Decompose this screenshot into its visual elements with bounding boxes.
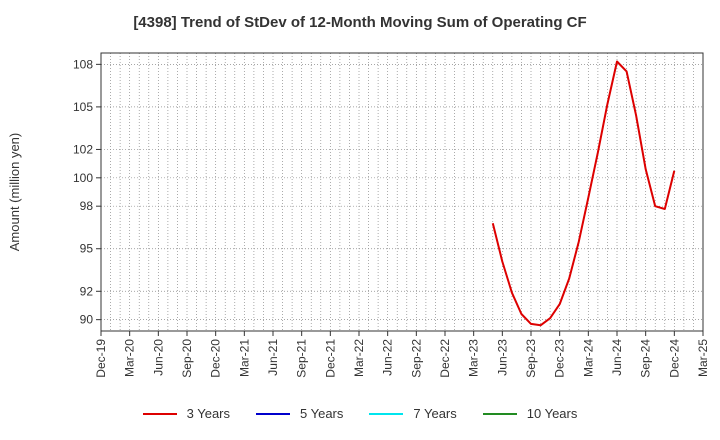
x-tick-label: Dec-20 — [209, 339, 223, 378]
legend-label: 7 Years — [413, 406, 457, 421]
legend-label: 3 Years — [186, 406, 230, 421]
x-tick-label: Dec-24 — [667, 339, 681, 378]
x-tick-label: Sep-21 — [295, 339, 309, 378]
legend-swatch — [369, 412, 404, 415]
x-tick-label: Jun-23 — [495, 339, 509, 376]
y-tick-label: 108 — [73, 57, 93, 71]
series-line-3-years — [491, 60, 676, 327]
x-tick-label: Mar-20 — [123, 339, 137, 377]
y-tick-label: 105 — [73, 100, 93, 114]
plot-frame — [100, 52, 704, 332]
x-tick-label: Jun-21 — [266, 339, 280, 376]
y-axis-ticks: 90 92 95 98 100 102 105 108 — [73, 57, 101, 327]
legend-item-10-years[interactable]: 10 Years — [482, 406, 578, 421]
legend-item-5-years[interactable]: 5 Years — [256, 406, 343, 421]
y-tick-label: 95 — [80, 242, 94, 256]
y-tick-label: 90 — [80, 313, 94, 327]
legend-item-7-years[interactable]: 7 Years — [369, 406, 457, 421]
y-tick-label: 92 — [80, 284, 94, 298]
x-tick-label: Mar-23 — [467, 339, 481, 377]
legend-swatch — [142, 412, 177, 415]
series-layer — [491, 60, 676, 327]
x-tick-label: Jun-20 — [151, 339, 165, 376]
x-tick-label: Mar-22 — [352, 339, 366, 377]
x-tick-label: Dec-21 — [323, 339, 337, 378]
y-tick-label: 102 — [73, 142, 93, 156]
x-tick-label: Dec-22 — [438, 339, 452, 378]
x-tick-label: Jun-24 — [610, 339, 624, 376]
y-tick-label: 98 — [80, 199, 94, 213]
legend-swatch — [482, 412, 517, 415]
legend-swatch — [256, 412, 290, 415]
legend-label: 5 Years — [300, 406, 344, 421]
legend-item-3-years[interactable]: 3 Years — [142, 406, 230, 421]
x-tick-label: Mar-21 — [237, 339, 251, 377]
x-tick-label: Sep-23 — [524, 339, 538, 378]
x-axis-ticks: Dec-19 Mar-20 Jun-20 Sep-20 Dec-20 Mar-21 Jun-… — [94, 331, 710, 378]
chart-title: [4398] Trend of StDev of 12-Month Moving… — [133, 14, 587, 31]
legend-label: 10 Years — [526, 406, 578, 421]
x-tick-label: Sep-24 — [639, 339, 653, 378]
grid-layer — [101, 53, 703, 331]
x-tick-label: Mar-25 — [696, 339, 710, 377]
y-tick-label: 100 — [73, 171, 93, 185]
x-tick-label: Mar-24 — [581, 339, 595, 377]
legend: 3 Years 5 Years 7 Years 10 Years — [0, 406, 720, 421]
x-tick-label: Dec-23 — [553, 339, 567, 378]
x-tick-label: Sep-20 — [180, 339, 194, 378]
x-tick-label: Dec-19 — [94, 339, 108, 378]
x-tick-label: Jun-22 — [381, 339, 395, 376]
x-tick-label: Sep-22 — [409, 339, 423, 378]
y-axis-title: Amount (million yen) — [7, 133, 22, 252]
